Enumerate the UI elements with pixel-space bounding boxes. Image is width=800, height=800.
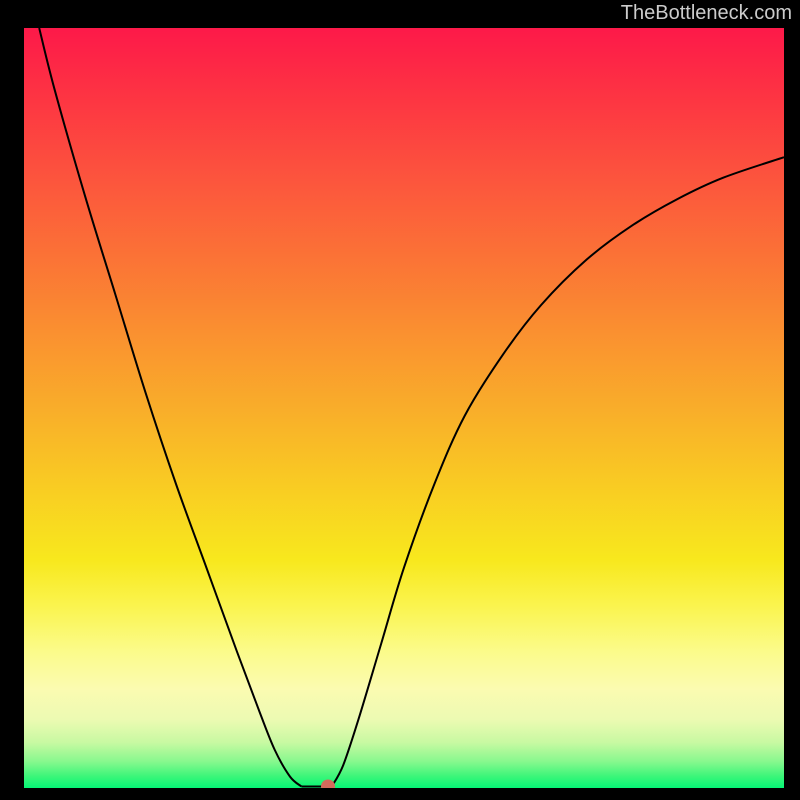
plot-svg xyxy=(24,28,784,788)
watermark-text: TheBottleneck.com xyxy=(621,2,792,25)
bottleneck-plot xyxy=(24,28,784,788)
gradient-background xyxy=(24,28,784,788)
